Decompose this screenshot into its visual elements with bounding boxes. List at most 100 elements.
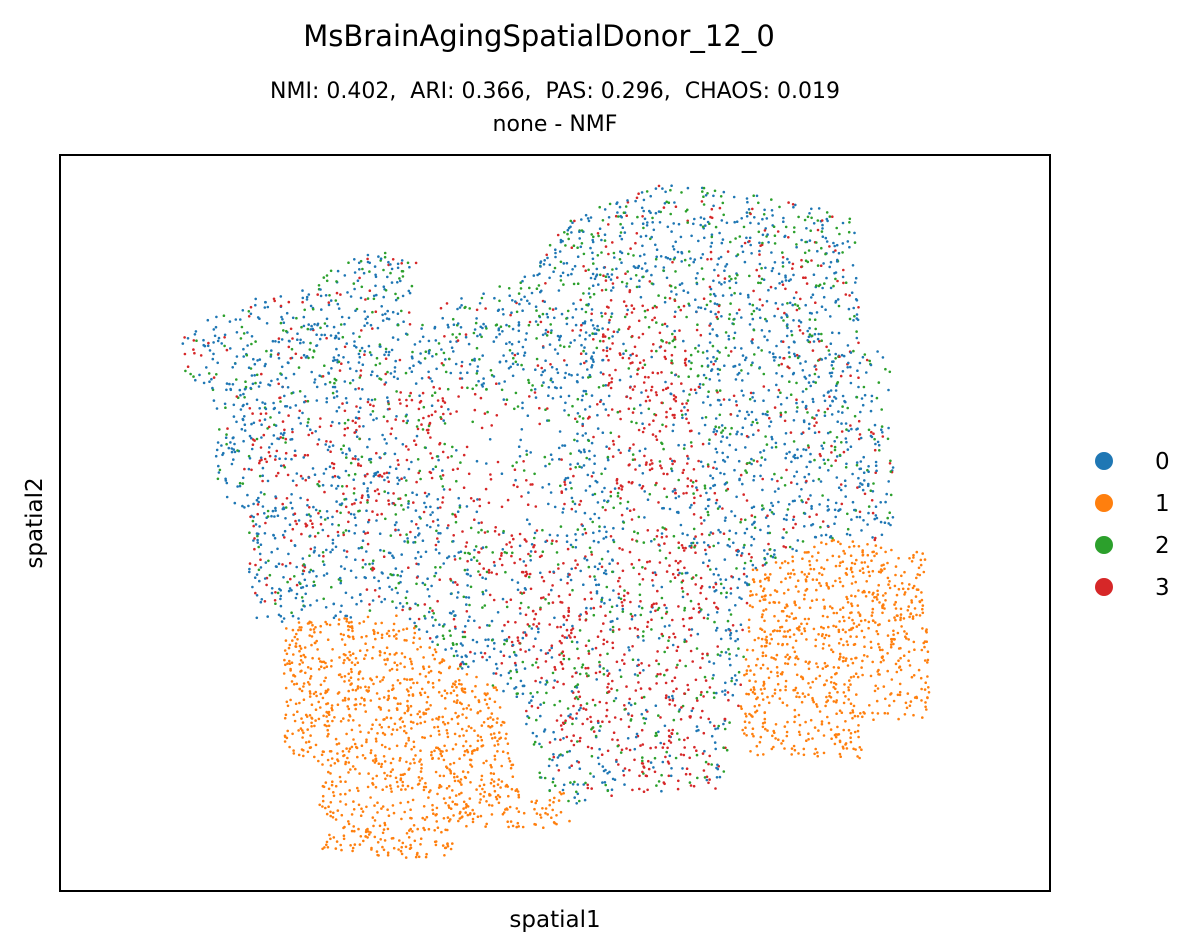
scatter-point [709, 474, 712, 478]
scatter-point [575, 717, 578, 720]
scatter-point [781, 340, 785, 344]
scatter-point [350, 596, 354, 599]
scatter-point [405, 398, 408, 402]
scatter-point [517, 323, 521, 327]
scatter-point [578, 629, 582, 632]
scatter-point [300, 532, 303, 536]
scatter-point [354, 387, 357, 391]
scatter-point [800, 238, 803, 242]
scatter-point [324, 606, 328, 609]
scatter-point [667, 729, 671, 732]
scatter-point [823, 462, 827, 465]
scatter-point [582, 265, 585, 268]
scatter-point [538, 314, 541, 318]
scatter-point [727, 337, 731, 341]
scatter-point [604, 408, 608, 411]
scatter-point [531, 695, 535, 698]
scatter-point [294, 404, 298, 407]
scatter-point [215, 315, 218, 319]
scatter-point [590, 312, 593, 316]
scatter-point [791, 262, 795, 266]
scatter-point [801, 400, 804, 404]
scatter-point [439, 416, 443, 419]
scatter-point [792, 440, 796, 443]
scatter-point [611, 286, 615, 289]
scatter-point [473, 328, 477, 331]
scatter-point [636, 531, 640, 535]
scatter-point [658, 561, 662, 564]
scatter-point [728, 432, 732, 436]
scatter-point [703, 487, 707, 490]
scatter-point [608, 318, 611, 322]
scatter-point [548, 243, 552, 247]
scatter-point [628, 386, 632, 389]
scatter-point [401, 605, 405, 608]
scatter-point [573, 796, 576, 799]
scatter-point [359, 397, 362, 401]
scatter-point [424, 350, 428, 354]
scatter-point [277, 340, 281, 344]
scatter-point [619, 597, 623, 601]
scatter-point [616, 276, 619, 279]
scatter-point [439, 475, 442, 478]
scatter-point [366, 542, 370, 546]
scatter-point [592, 539, 596, 543]
scatter-point [494, 324, 498, 327]
scatter-point [366, 315, 370, 319]
scatter-point [773, 242, 777, 245]
scatter-point [814, 327, 817, 331]
scatter-point [250, 436, 253, 440]
scatter-point [720, 241, 724, 245]
scatter-point [804, 360, 807, 363]
scatter-point [441, 399, 445, 403]
scatter-point [792, 515, 796, 519]
scatter-point [824, 252, 827, 256]
scatter-point [558, 639, 562, 643]
scatter-point [548, 570, 552, 574]
scatter-point [523, 667, 527, 670]
scatter-point [704, 679, 708, 682]
scatter-point [641, 485, 645, 488]
scatter-point [383, 452, 387, 455]
scatter-point [681, 617, 685, 621]
scatter-point [543, 300, 546, 304]
scatter-point [581, 663, 585, 666]
scatter-point [601, 781, 604, 784]
scatter-point [485, 545, 488, 549]
scatter-point [547, 764, 551, 768]
scatter-point [585, 606, 588, 610]
scatter-point [765, 319, 768, 323]
scatter-point [568, 593, 572, 596]
scatter-point [682, 447, 686, 450]
scatter-point [868, 359, 871, 363]
scatter-point [498, 360, 502, 364]
scatter-point [697, 306, 700, 309]
scatter-point [724, 265, 727, 268]
scatter-point [884, 367, 887, 371]
scatter-point [788, 355, 791, 359]
scatter-point [842, 281, 845, 285]
scatter-point [385, 442, 388, 445]
scatter-point [703, 749, 706, 753]
scatter-point [677, 305, 681, 309]
scatter-point [743, 241, 747, 245]
scatter-point [447, 555, 451, 558]
scatter-point [710, 763, 713, 766]
scatter-point [567, 373, 571, 376]
scatter-point [870, 435, 874, 439]
scatter-point [813, 417, 816, 420]
scatter-point [641, 332, 645, 336]
scatter-point [451, 468, 455, 472]
scatter-point [694, 551, 697, 554]
scatter-point [589, 246, 592, 250]
scatter-point [704, 376, 708, 380]
scatter-point [286, 386, 290, 389]
scatter-point [745, 601, 749, 605]
scatter-point [762, 399, 765, 403]
scatter-point [631, 615, 634, 618]
scatter-point [699, 256, 703, 260]
scatter-point [525, 709, 528, 713]
scatter-point [208, 380, 211, 384]
scatter-point [394, 437, 398, 440]
